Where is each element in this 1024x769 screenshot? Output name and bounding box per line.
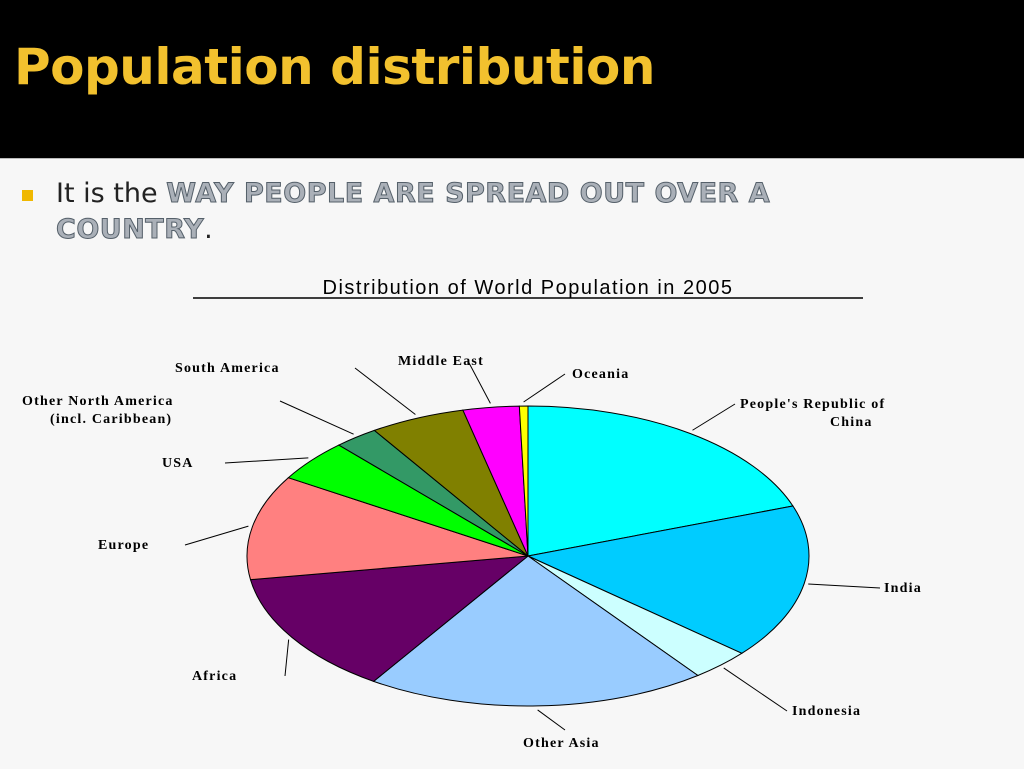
leader-line	[523, 373, 566, 403]
leader-line	[354, 367, 416, 415]
slice-label: USA	[162, 456, 194, 471]
square-bullet-icon	[22, 190, 33, 201]
bullet-text: It is the WAY PEOPLE ARE SPREAD OUT OVER…	[55, 176, 936, 248]
leader-line	[692, 403, 736, 431]
slice-label: India	[884, 581, 922, 596]
slice-label: South America	[175, 361, 280, 376]
leader-line	[279, 400, 354, 435]
slice-label: Oceania	[572, 367, 629, 382]
bullet-highlight-1: WAY PEOPLE ARE SPREAD OUT OVER A	[166, 178, 771, 210]
slice-label: Africa	[192, 669, 237, 684]
pie-slices	[246, 405, 810, 707]
slide-title: Population distribution	[14, 38, 655, 96]
pie-leader-lines	[184, 360, 881, 731]
leader-line	[723, 667, 788, 712]
slice-label: People's Republic of China	[740, 397, 885, 430]
pie-labels: People's Republic of China India Indonesia O…	[22, 354, 922, 751]
slice-label: Indonesia	[792, 704, 861, 719]
leader-line	[184, 525, 249, 546]
slice-label: Europe	[98, 538, 149, 553]
leader-line	[537, 709, 566, 731]
pie-slice-people-s-republic-of-china	[527, 405, 794, 557]
bullet-highlight-2: COUNTRY	[55, 214, 205, 246]
slice-label: Other North America (incl. Caribbean)	[22, 394, 174, 427]
bullet-prefix: It is the	[56, 178, 167, 209]
pie-slice-europe	[246, 477, 529, 581]
title-bar: Population distribution	[0, 0, 1024, 158]
chart-title: Distribution of World Population in 2005	[323, 277, 734, 299]
slice-label: Other Asia	[523, 736, 600, 751]
pie-slice-africa	[249, 555, 530, 682]
leader-line	[808, 583, 881, 589]
leader-line	[224, 457, 309, 464]
pie-slice-other-asia	[372, 555, 699, 707]
bullet-suffix: .	[204, 214, 213, 245]
slice-label: Middle East	[398, 354, 484, 369]
pie-slice-india	[526, 505, 810, 654]
leader-line	[467, 360, 491, 404]
pie-slice-oceania	[518, 405, 529, 557]
leader-line	[284, 639, 290, 677]
